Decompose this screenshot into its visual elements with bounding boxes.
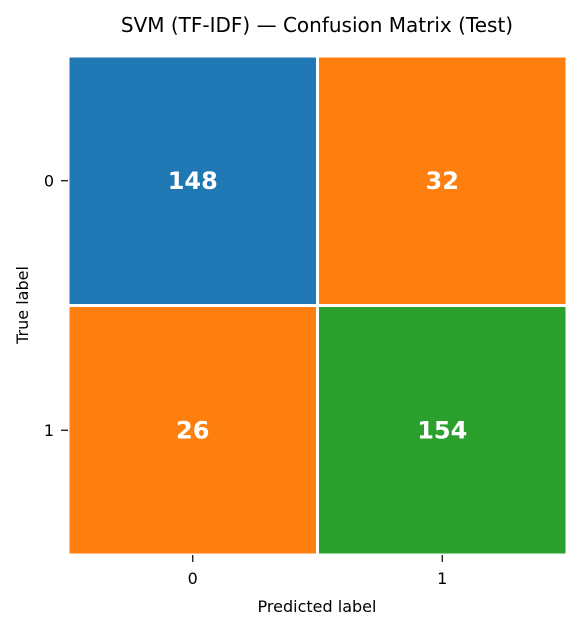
axis-ticks: 0 1 0 1 — [44, 171, 448, 588]
cell-value-1-1: 154 — [417, 416, 467, 444]
matrix-cell-1-0 — [66, 304, 319, 557]
cell-value-0-1: 32 — [426, 167, 459, 195]
x-tick-label-0: 0 — [188, 569, 198, 588]
matrix-cell-1-1 — [316, 304, 569, 557]
y-axis-label: True label — [13, 266, 32, 345]
y-tick-label-1: 1 — [44, 421, 54, 440]
cell-value-0-0: 148 — [168, 167, 218, 195]
x-tick-label-1: 1 — [437, 569, 447, 588]
chart-title: SVM (TF-IDF) — Confusion Matrix (Test) — [121, 13, 513, 37]
x-axis-label: Predicted label — [258, 597, 377, 616]
matrix-cell-0-0 — [66, 54, 319, 307]
cell-value-1-0: 26 — [176, 416, 209, 444]
matrix-cells: 148 32 26 154 — [66, 54, 569, 557]
matrix-cell-0-1 — [316, 54, 569, 307]
y-tick-label-0: 0 — [44, 171, 54, 190]
